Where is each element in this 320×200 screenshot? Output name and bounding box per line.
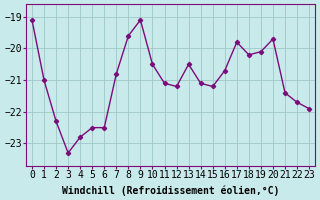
X-axis label: Windchill (Refroidissement éolien,°C): Windchill (Refroidissement éolien,°C): [62, 185, 279, 196]
